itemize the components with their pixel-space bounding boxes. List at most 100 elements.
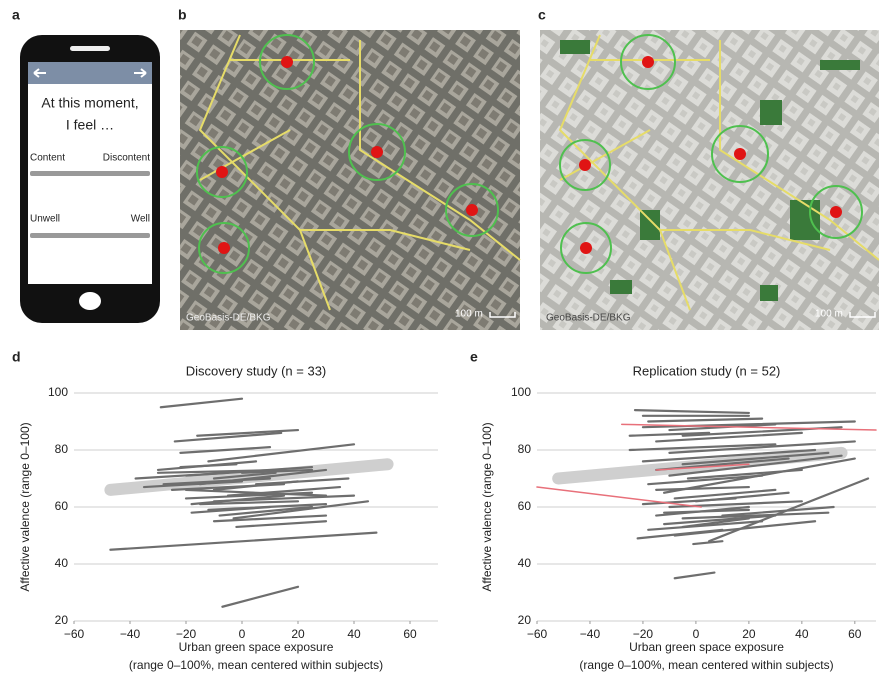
y-tick-label: 80	[55, 442, 69, 456]
scale-label: Content	[30, 153, 65, 164]
segment	[663, 508, 750, 514]
x-tick-label: −20	[633, 627, 654, 641]
x-tick-label: −60	[527, 627, 548, 641]
scale-label: Unwell	[30, 214, 60, 225]
segment	[647, 417, 764, 423]
chart-title: Replication study (n = 52)	[633, 363, 781, 378]
x-tick-label: −20	[176, 627, 197, 641]
x-axis-label: (range 0–100%, mean centered within subj…	[579, 658, 833, 672]
segment	[190, 505, 272, 514]
segment	[196, 428, 300, 437]
x-tick-label: −60	[64, 627, 85, 641]
segment	[655, 431, 803, 443]
segment	[142, 480, 244, 489]
question: I feel …	[66, 117, 114, 133]
segment	[668, 454, 843, 477]
segment	[628, 443, 777, 452]
panel-label: b	[178, 7, 187, 23]
map: GeoBasis-DE/BKG 100 m	[180, 30, 521, 330]
x-axis-label: Urban green space exposure	[179, 640, 334, 654]
map-scale: 100 m	[455, 309, 483, 320]
segment	[184, 488, 328, 497]
map-scale: 100 m	[815, 309, 843, 320]
segment	[221, 585, 300, 608]
phone: At this moment, I feel … Content Discont…	[20, 35, 160, 323]
x-tick-label: 0	[239, 627, 246, 641]
panel-label: e	[470, 349, 478, 365]
map-credit: GeoBasis-DE/BKG	[546, 313, 631, 324]
segment	[681, 517, 750, 529]
segment	[655, 463, 750, 471]
home-button[interactable]	[79, 292, 101, 310]
segment	[190, 494, 286, 506]
y-tick-label: 20	[518, 613, 532, 627]
segment	[173, 431, 283, 443]
map-credit: GeoBasis-DE/BKG	[186, 313, 271, 324]
y-tick-label: 60	[55, 499, 69, 513]
y-axis-label: Affective valence (range 0–100)	[18, 422, 32, 591]
x-tick-label: 20	[742, 627, 756, 641]
segment	[536, 486, 702, 508]
segment	[681, 451, 830, 466]
segment	[240, 468, 314, 474]
segment	[655, 485, 750, 491]
segment	[159, 397, 244, 409]
x-tick-label: −40	[580, 627, 601, 641]
segment	[232, 500, 370, 520]
segment	[636, 528, 724, 540]
x-tick-label: 60	[848, 627, 862, 641]
segment	[692, 540, 724, 546]
segment	[628, 431, 711, 437]
y-tick-label: 20	[55, 613, 69, 627]
y-axis-label: Affective valence (range 0–100)	[480, 422, 494, 591]
segment	[673, 571, 716, 580]
y-tick-label: 60	[518, 499, 532, 513]
segment	[681, 511, 830, 520]
y-tick-label: 80	[518, 442, 532, 456]
question: At this moment,	[41, 95, 138, 111]
segment	[647, 474, 764, 486]
segment	[254, 477, 350, 486]
scale-label: Well	[131, 214, 150, 225]
segment	[212, 514, 328, 523]
segment	[162, 477, 272, 486]
x-tick-label: 60	[403, 627, 417, 641]
segment	[226, 485, 342, 497]
map: GeoBasis-DE/BKG 100 m	[540, 30, 879, 330]
y-tick-label: 100	[48, 385, 68, 399]
segment	[218, 505, 314, 517]
segment	[694, 491, 790, 503]
segment	[673, 488, 777, 500]
segment	[109, 531, 378, 551]
segment	[170, 483, 286, 491]
segment	[721, 505, 835, 517]
segment	[663, 457, 856, 494]
x-axis-label: Urban green space exposure	[629, 640, 784, 654]
segment	[207, 443, 356, 463]
scale-label: Discontent	[103, 153, 150, 164]
x-tick-label: 40	[347, 627, 361, 641]
segment	[212, 471, 277, 480]
x-axis-label: (range 0–100%, mean centered within subj…	[129, 658, 383, 672]
x-tick-label: 0	[693, 627, 700, 641]
y-tick-label: 40	[518, 556, 532, 570]
segment	[663, 514, 777, 526]
segment	[641, 448, 817, 463]
slider[interactable]	[30, 233, 150, 238]
x-tick-label: −40	[120, 627, 141, 641]
segment	[156, 468, 286, 474]
y-tick-label: 40	[55, 556, 69, 570]
segment	[235, 520, 328, 529]
segment	[179, 446, 272, 454]
segment	[647, 520, 764, 531]
x-tick-label: 40	[795, 627, 809, 641]
slider[interactable]	[30, 171, 150, 176]
panel-label: a	[12, 7, 20, 23]
y-tick-label: 100	[511, 385, 531, 399]
segment	[198, 500, 300, 506]
panel-label: d	[12, 349, 21, 365]
x-tick-label: 20	[291, 627, 305, 641]
segment	[179, 463, 238, 469]
chart-title: Discovery study (n = 33)	[186, 363, 327, 378]
